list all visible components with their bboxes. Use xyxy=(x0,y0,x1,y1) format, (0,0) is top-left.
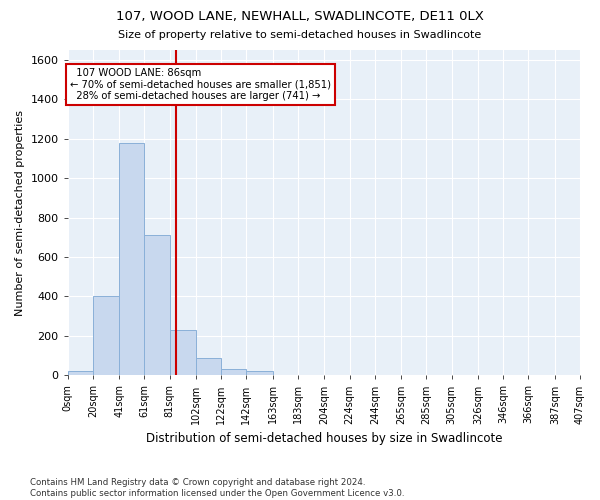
Bar xyxy=(247,372,273,376)
Bar xyxy=(221,370,247,376)
Bar xyxy=(93,296,119,376)
Text: 107 WOOD LANE: 86sqm
← 70% of semi-detached houses are smaller (1,851)
  28% of : 107 WOOD LANE: 86sqm ← 70% of semi-detac… xyxy=(70,68,331,101)
Bar xyxy=(145,236,170,376)
X-axis label: Distribution of semi-detached houses by size in Swadlincote: Distribution of semi-detached houses by … xyxy=(146,432,502,445)
Text: Size of property relative to semi-detached houses in Swadlincote: Size of property relative to semi-detach… xyxy=(118,30,482,40)
Text: Contains HM Land Registry data © Crown copyright and database right 2024.
Contai: Contains HM Land Registry data © Crown c… xyxy=(30,478,404,498)
Bar xyxy=(68,372,93,376)
Bar xyxy=(170,330,196,376)
Y-axis label: Number of semi-detached properties: Number of semi-detached properties xyxy=(15,110,25,316)
Text: 107, WOOD LANE, NEWHALL, SWADLINCOTE, DE11 0LX: 107, WOOD LANE, NEWHALL, SWADLINCOTE, DE… xyxy=(116,10,484,23)
Bar xyxy=(119,142,145,376)
Bar xyxy=(196,358,221,376)
